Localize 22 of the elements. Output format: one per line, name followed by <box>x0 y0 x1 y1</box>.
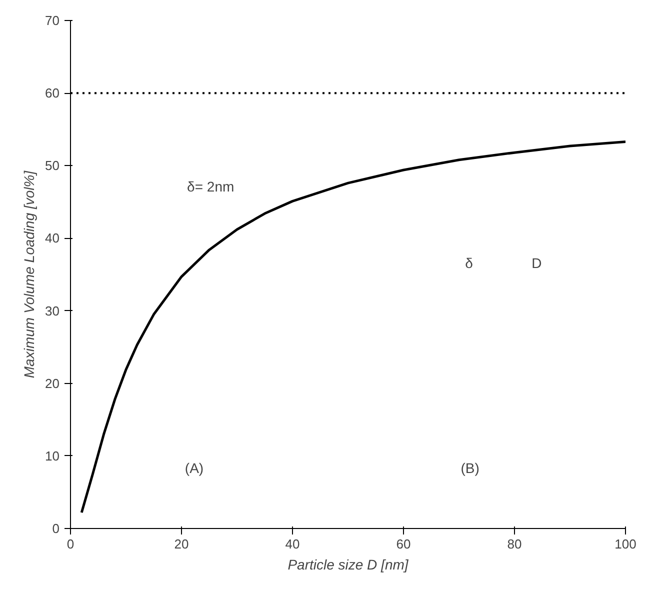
y-tick-label: 30 <box>45 303 60 318</box>
x-tick-label: 20 <box>174 536 189 552</box>
x-tick-label: 100 <box>614 536 636 552</box>
y-tick-label: 20 <box>45 376 60 391</box>
annotation: D <box>532 254 542 271</box>
line-series <box>80 140 626 514</box>
annotation: (B) <box>460 460 480 476</box>
x-axis-title: Particle size D [nm] <box>288 556 410 572</box>
annotation: δ <box>465 254 474 271</box>
y-tick-label: 40 <box>45 230 60 246</box>
x-tick-label: 40 <box>285 536 300 552</box>
y-axis-title: Maximum Volume Loading [vol%] <box>21 170 38 378</box>
y-tick-label: 70 <box>45 13 60 28</box>
y-tick-label: 10 <box>45 448 60 464</box>
annotation: δ= 2nm <box>187 178 234 195</box>
x-tick-label: 0 <box>66 536 74 552</box>
x-tick-label: 60 <box>396 536 411 552</box>
x-tick-label: 80 <box>507 536 522 552</box>
y-tick-label: 50 <box>45 158 60 174</box>
y-tick-label: 0 <box>52 521 60 536</box>
y-tick-label: 60 <box>45 86 60 101</box>
annotation: (A) <box>184 460 204 476</box>
